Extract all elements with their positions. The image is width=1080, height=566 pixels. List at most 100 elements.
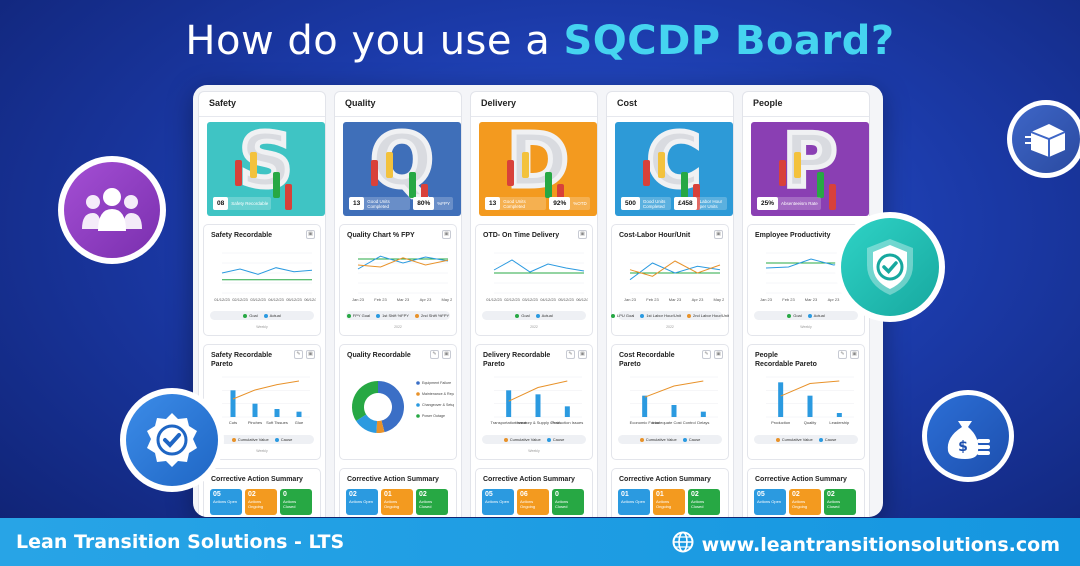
column-divider — [335, 116, 461, 117]
ca-count: 06 — [520, 491, 528, 498]
pareto-legend: Cumulative Value Cause — [754, 435, 858, 444]
corrective-action-card[interactable]: Corrective Action Summary 05 Actions Open 0… — [203, 468, 321, 517]
ca-box[interactable]: 02 Actions Ongoing — [789, 489, 821, 515]
x-tick-label: Jan 23 — [352, 297, 365, 302]
edit-icon[interactable]: ✎ — [430, 350, 439, 359]
edit-icon[interactable]: ✎ — [294, 350, 303, 359]
series-line-2 — [221, 267, 313, 275]
pareto-card[interactable]: Quality Recordable ✎ ▣ Equipment Failure Mai… — [339, 344, 457, 460]
letter-tile[interactable]: D 13 Good Units Completed 92% %OTD — [479, 122, 597, 216]
ca-box[interactable]: 02 Actions Closed — [416, 489, 448, 515]
corrective-action-card[interactable]: Corrective Action Summary 01 Actions Open 0… — [611, 468, 729, 517]
ca-box[interactable]: 01 Actions Ongoing — [381, 489, 413, 515]
kpi-label: %OTD — [573, 201, 587, 206]
ca-box[interactable]: 02 Actions Closed — [688, 489, 720, 515]
pareto-card[interactable]: Cost Recordable Pareto ✎ ▣ Economic Factor I… — [611, 344, 729, 460]
kpi-chip: 80% %FPY — [413, 197, 454, 210]
ca-box[interactable]: 05 Actions Open — [482, 489, 514, 515]
expand-icon[interactable]: ▣ — [442, 350, 451, 359]
expand-icon[interactable]: ▣ — [578, 230, 587, 239]
legend-label: Goal — [793, 313, 802, 318]
website-link[interactable]: www.leantransitionsolutions.com — [672, 531, 1060, 558]
expand-icon[interactable]: ▣ — [306, 350, 315, 359]
kpi-chip: £458 Labor Hour per Units — [674, 197, 727, 210]
expand-icon[interactable]: ▣ — [714, 350, 723, 359]
letter-tile[interactable]: C 500 Good Units Completed £458 Labor Hour p… — [615, 122, 733, 216]
legend-swatch — [687, 313, 691, 318]
line-chart-card[interactable]: Safety Recordable ▣ 01/12/23 02/12/23 03/12/… — [203, 224, 321, 336]
pareto-title: Quality Recordable — [347, 352, 411, 359]
legend-swatch — [639, 437, 644, 442]
legend-swatch — [775, 437, 780, 442]
corrective-action-card[interactable]: Corrective Action Summary 02 Actions Open 0… — [339, 468, 457, 517]
ca-box[interactable]: 05 Actions Open — [754, 489, 786, 515]
tile-status-stripe — [507, 160, 514, 186]
series-line-2 — [629, 262, 721, 281]
kpi-chip: 13 Good Units Completed — [349, 197, 411, 210]
corrective-action-card[interactable]: Corrective Action Summary 05 Actions Open 0… — [747, 468, 865, 517]
ca-box[interactable]: 02 Actions Ongoing — [245, 489, 277, 515]
ca-label: Actions Ongoing — [656, 499, 672, 509]
x-tick-label: 01/12/23 — [486, 297, 502, 302]
tile-status-stripe — [250, 152, 257, 178]
kpi-row: 13 Good Units Completed 80% %FPY — [349, 197, 455, 210]
ca-boxes: 01 Actions Open 01 Actions Ongoing 02 Actions… — [618, 489, 720, 515]
ca-box[interactable]: 01 Actions Open — [618, 489, 650, 515]
ca-box[interactable]: 05 Actions Open — [210, 489, 242, 515]
letter-tile[interactable]: P 25% Absenteeism Rate — [751, 122, 869, 216]
ca-box[interactable]: 0 Actions Closed — [552, 489, 584, 515]
ca-title: Corrective Action Summary — [755, 476, 847, 483]
kpi-label: Good Units Completed — [503, 198, 526, 209]
expand-icon[interactable]: ▣ — [306, 230, 315, 239]
ca-label: Actions Ongoing — [384, 499, 400, 509]
line-chart-card[interactable]: Cost-Labor Hour/Unit ▣ Jan 23 Feb 23 Mar 23 A… — [610, 224, 729, 336]
series-line-2 — [357, 255, 449, 270]
shipping-box-icon — [1007, 100, 1080, 178]
ca-box[interactable]: 02 Actions Open — [346, 489, 378, 515]
shield-check-icon — [835, 212, 945, 322]
pie-legend-dot — [416, 403, 420, 407]
kpi-row: 500 Good Units Completed £458 Labor Hour pe… — [621, 197, 727, 210]
letter-tile[interactable]: Q 13 Good Units Completed 80% %FPY — [343, 122, 461, 216]
expand-icon[interactable]: ▣ — [442, 230, 451, 239]
letter-tile[interactable]: S 08 Safety Recordable — [207, 122, 325, 216]
category-label: Leadership — [829, 420, 850, 425]
ca-box[interactable]: 02 Actions Closed — [824, 489, 856, 515]
edit-icon[interactable]: ✎ — [566, 350, 575, 359]
ca-count: 0 — [555, 491, 559, 498]
ca-box[interactable]: 01 Actions Ongoing — [653, 489, 685, 515]
ca-label: Actions Ongoing — [520, 499, 536, 509]
card-actions: ✎ ▣ — [838, 350, 859, 359]
ca-label: Actions Open — [349, 499, 374, 504]
kpi-chip: 08 Safety Recordable — [213, 197, 272, 210]
pareto-card[interactable]: Safety Recordable Pareto ✎ ▣ Cuts Pinches Sof… — [203, 344, 321, 460]
ca-count: 01 — [384, 491, 392, 498]
ca-count: 02 — [349, 491, 357, 498]
expand-icon[interactable]: ▣ — [578, 350, 587, 359]
line-chart-card[interactable]: OTD- On Time Delivery ▣ 01/12/23 02/12/23 03… — [475, 224, 593, 336]
pie-legend-dot — [416, 414, 420, 418]
ca-box[interactable]: 06 Actions Ongoing — [517, 489, 549, 515]
series-line-3 — [357, 257, 449, 268]
x-tick-label: 03/12/23 — [522, 297, 538, 302]
x-tick-label: Apr 23 — [692, 297, 705, 302]
edit-icon[interactable]: ✎ — [702, 350, 711, 359]
ca-count: 02 — [792, 491, 800, 498]
edit-icon[interactable]: ✎ — [838, 350, 847, 359]
pie-legend-label: Maintenance & Repair — [422, 392, 454, 396]
expand-icon[interactable]: ▣ — [714, 230, 723, 239]
corrective-action-card[interactable]: Corrective Action Summary 05 Actions Open 0… — [475, 468, 593, 517]
pareto-card[interactable]: People Recordable Pareto ✎ ▣ Production Qual… — [747, 344, 865, 460]
category-label: Transportation Issue — [491, 420, 528, 425]
line-chart-card[interactable]: Quality Chart % FPY ▣ Jan 23 Feb 23 Mar 23 Ap… — [339, 224, 457, 336]
ca-count: 01 — [621, 491, 629, 498]
column-title: Delivery — [481, 98, 517, 108]
expand-icon[interactable]: ▣ — [850, 350, 859, 359]
pareto-bar — [778, 382, 784, 417]
category-label: Production Issues — [551, 420, 583, 425]
pareto-card[interactable]: Delivery Recordable Pareto ✎ ▣ Transportati… — [475, 344, 593, 460]
pareto-bar — [807, 395, 813, 417]
column-delivery: Delivery D 13 Good Units Completed 92% %OTD OT… — [470, 91, 598, 517]
legend-label: 1st Labor Hour/Unit — [646, 313, 681, 318]
ca-box[interactable]: 0 Actions Closed — [280, 489, 312, 515]
